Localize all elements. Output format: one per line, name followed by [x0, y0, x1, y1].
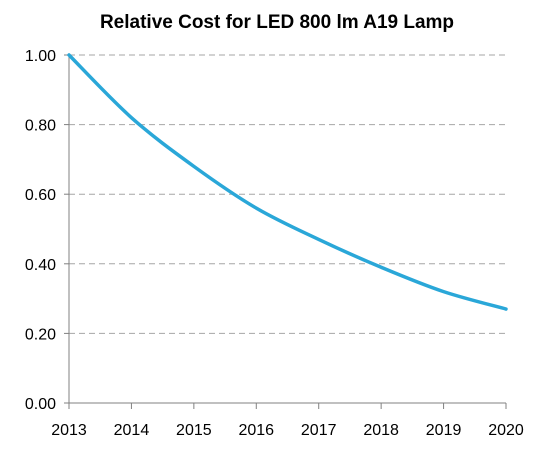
x-tick-label: 2014: [114, 422, 150, 439]
x-tick-label: 2013: [51, 422, 87, 439]
y-tick-label: 0.00: [25, 396, 56, 413]
x-tick-label: 2015: [176, 422, 212, 439]
axes: [64, 54, 507, 409]
x-tick-label: 2018: [363, 422, 399, 439]
series: [67, 53, 508, 311]
chart-title: Relative Cost for LED 800 lm A19 Lamp: [100, 12, 454, 33]
y-tick-label: 0.80: [25, 118, 56, 135]
x-tick-label: 2019: [426, 422, 462, 439]
y-tick-label: 0.40: [25, 257, 56, 274]
y-tick-label: 1.00: [25, 48, 56, 65]
y-tick-label: 0.20: [25, 326, 56, 343]
series-line: [67, 53, 508, 311]
x-tick-label: 2017: [301, 422, 337, 439]
x-tick-label: 2020: [488, 422, 524, 439]
x-tick-labels: 2013 2014 2015 2016 2017 2018 2019 2020: [51, 422, 524, 439]
x-tick-label: 2016: [238, 422, 274, 439]
y-tick-labels: 0.00 0.20 0.40 0.60 0.80 1.00: [25, 48, 56, 413]
y-tick-label: 0.60: [25, 187, 56, 204]
